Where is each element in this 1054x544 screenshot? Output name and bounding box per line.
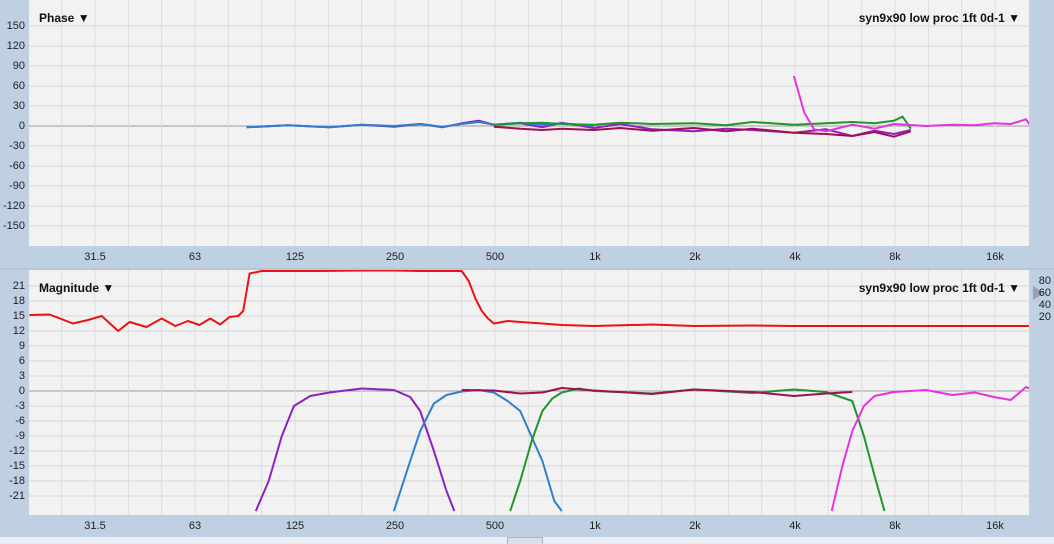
magnitude-y-tick-label: 18 (12, 295, 25, 307)
magnitude-x-tick-label: 63 (188, 520, 202, 532)
phase-graph-panel: Phase ▼ syn9x90 low proc 1ft 0d-1 ▼ 150 1… (0, 0, 1054, 268)
magnitude-y-tick-label: -18 (9, 475, 25, 487)
phase-x-tick-label: 16k (986, 251, 1004, 263)
magnitude-y-tick-label: 9 (18, 340, 25, 352)
phase-y-tick-label: -30 (9, 140, 25, 152)
phase-y-tick-label: -90 (9, 180, 25, 192)
magnitude-y-tick-label: 3 (18, 370, 25, 382)
magnitude-graph-panel: Magnitude ▼ syn9x90 low proc 1ft 0d-1 ▼ … (0, 270, 1054, 537)
magnitude-series-magenta (830, 386, 1029, 512)
phase-series-magenta (792, 75, 1029, 133)
magnitude-right-tick-label: 40 (1038, 299, 1051, 311)
phase-y-tick-label: 150 (6, 20, 25, 32)
magnitude-x-tick-label: 4k (789, 520, 801, 532)
phase-y-tick-label: -150 (2, 220, 25, 232)
phase-y-tick-label: -60 (9, 160, 25, 172)
phase-x-tick-label: 31.5 (84, 251, 106, 263)
phase-x-axis (29, 246, 1029, 268)
magnitude-y-tick-label: -6 (15, 415, 25, 427)
magnitude-y-axis (0, 270, 29, 537)
magnitude-y-tick-label: 12 (12, 325, 25, 337)
magnitude-x-tick-label: 250 (385, 520, 405, 532)
magnitude-right-tick-label: 80 (1038, 275, 1051, 287)
magnitude-y-tick-label: -15 (9, 460, 25, 472)
magnitude-x-tick-label: 2k (689, 520, 701, 532)
phase-measurement-selector[interactable]: syn9x90 low proc 1ft 0d-1 ▼ (858, 11, 1020, 25)
play-icon[interactable] (1033, 286, 1044, 300)
phase-x-tick-label: 1k (589, 251, 601, 263)
magnitude-title-dropdown[interactable]: Magnitude ▼ (39, 281, 115, 295)
phase-y-tick-label: 90 (12, 60, 25, 72)
magnitude-y-tick-label: 15 (12, 310, 25, 322)
phase-series-green (493, 115, 912, 130)
phase-x-tick-label: 63 (188, 251, 202, 263)
magnitude-y-tick-label: -3 (15, 400, 25, 412)
magnitude-y-tick-label: 21 (12, 280, 25, 292)
magnitude-y-tick-label: 0 (18, 385, 25, 397)
collapse-handle[interactable] (507, 537, 543, 544)
phase-x-tick-label: 4k (789, 251, 801, 263)
magnitude-series-purple (254, 387, 456, 512)
magnitude-y-tick-label: -9 (15, 430, 25, 442)
phase-y-tick-label: 120 (6, 40, 25, 52)
magnitude-x-tick-label: 125 (285, 520, 305, 532)
magnitude-x-axis (29, 515, 1029, 537)
magnitude-x-tick-label: 16k (986, 520, 1004, 532)
phase-series-maroon (493, 125, 912, 138)
phase-x-tick-label: 250 (385, 251, 405, 263)
magnitude-series-maroon (461, 387, 853, 397)
phase-x-tick-label: 125 (285, 251, 305, 263)
magnitude-measurement-selector[interactable]: syn9x90 low proc 1ft 0d-1 ▼ (858, 281, 1020, 295)
magnitude-x-tick-label: 500 (485, 520, 505, 532)
magnitude-x-tick-label: 31.5 (84, 520, 106, 532)
magnitude-y-tick-label: -12 (9, 445, 25, 457)
phase-y-tick-label: 0 (18, 120, 25, 132)
magnitude-y-tick-label: 6 (18, 355, 25, 367)
panel-divider[interactable] (0, 268, 1054, 270)
magnitude-x-tick-label: 8k (889, 520, 901, 532)
phase-series-blue (246, 121, 594, 129)
phase-y-tick-label: 30 (12, 100, 25, 112)
phase-x-tick-label: 500 (485, 251, 505, 263)
phase-y-tick-label: -120 (2, 200, 25, 212)
magnitude-right-tick-label: 60 (1038, 287, 1051, 299)
phase-title-dropdown[interactable]: Phase ▼ (39, 11, 90, 25)
phase-y-axis (0, 0, 29, 268)
magnitude-plot-area[interactable] (29, 270, 1029, 515)
phase-plot-area[interactable] (29, 0, 1029, 246)
magnitude-y-tick-label: -21 (9, 490, 25, 502)
magnitude-series-red (29, 270, 1029, 332)
magnitude-right-tick-label: 20 (1038, 311, 1051, 323)
magnitude-right-strip (1029, 270, 1054, 537)
phase-x-tick-label: 8k (889, 251, 901, 263)
phase-right-strip (1029, 0, 1054, 268)
magnitude-x-tick-label: 1k (589, 520, 601, 532)
phase-x-tick-label: 2k (689, 251, 701, 263)
phase-y-tick-label: 60 (12, 80, 25, 92)
